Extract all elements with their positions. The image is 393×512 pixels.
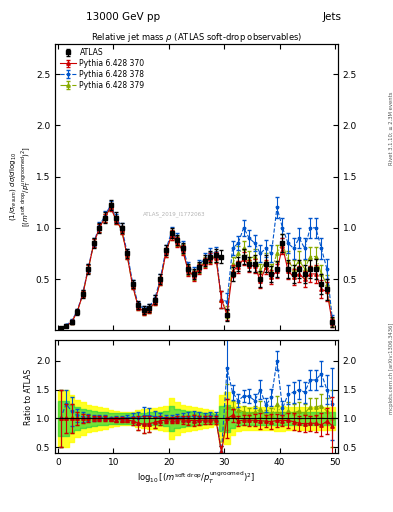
Text: 13000 GeV pp: 13000 GeV pp xyxy=(86,12,161,22)
Text: mcplots.cern.ch [arXiv:1306.3436]: mcplots.cern.ch [arXiv:1306.3436] xyxy=(389,323,393,414)
Legend: ATLAS, Pythia 6.428 370, Pythia 6.428 378, Pythia 6.428 379: ATLAS, Pythia 6.428 370, Pythia 6.428 37… xyxy=(57,46,147,92)
X-axis label: $\log_{10}[(m^{\mathrm{soft\ drop}}/p_T^{\mathrm{ungroomed}})^2]$: $\log_{10}[(m^{\mathrm{soft\ drop}}/p_T^… xyxy=(138,470,255,486)
Text: ATLAS_2019_I1772063: ATLAS_2019_I1772063 xyxy=(143,211,205,217)
Y-axis label: $(1/\sigma_{resum})$ $d\sigma/d\log_{10}$
$[(m^{\mathrm{soft\ drop}}/p_T^{\mathr: $(1/\sigma_{resum})$ $d\sigma/d\log_{10}… xyxy=(7,146,33,227)
Text: Rivet 3.1.10; ≥ 2.3M events: Rivet 3.1.10; ≥ 2.3M events xyxy=(389,91,393,165)
Text: Jets: Jets xyxy=(323,12,342,22)
Y-axis label: Ratio to ATLAS: Ratio to ATLAS xyxy=(24,369,33,425)
Title: Relative jet mass $\rho$ (ATLAS soft-drop observables): Relative jet mass $\rho$ (ATLAS soft-dro… xyxy=(91,31,302,44)
